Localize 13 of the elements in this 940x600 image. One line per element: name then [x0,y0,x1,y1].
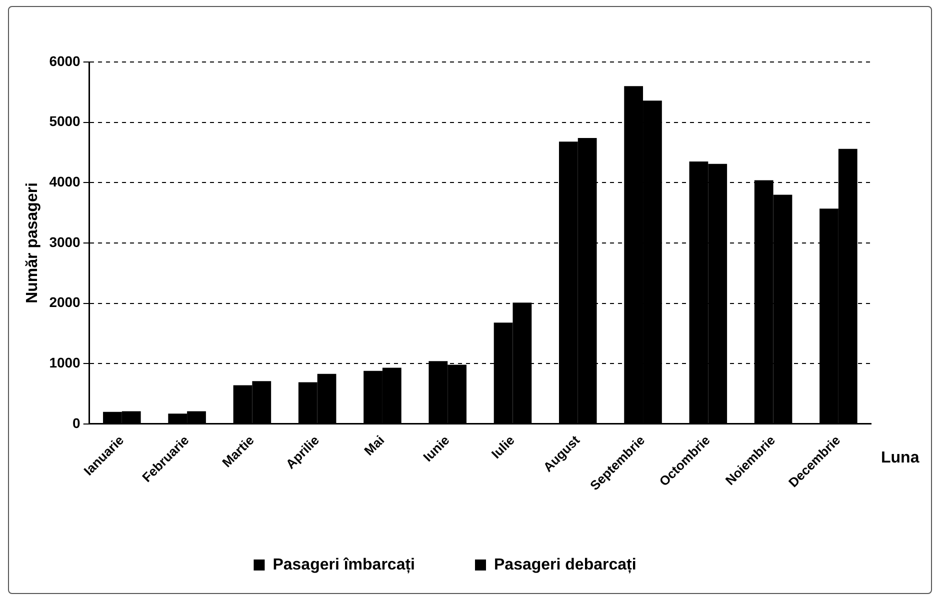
y-tick-label: 4000 [49,173,81,190]
y-tick-label: 6000 [49,52,81,69]
legend-label: Pasageri debarcați [494,556,636,574]
y-tick-label: 5000 [49,113,81,130]
x-tick-label: Iulie [488,432,518,462]
y-tick-label: 1000 [49,354,81,370]
legend-label: Pasageri îmbarcați [272,556,415,574]
y-axis-title: Număr pasageri [24,182,42,304]
y-tick-label: 0 [72,414,81,431]
y-tick-label: 2000 [49,294,81,310]
x-axis-title: Luna [881,449,920,466]
y-tick-label: 3000 [49,234,81,250]
x-tick-label: Mai [361,432,388,458]
